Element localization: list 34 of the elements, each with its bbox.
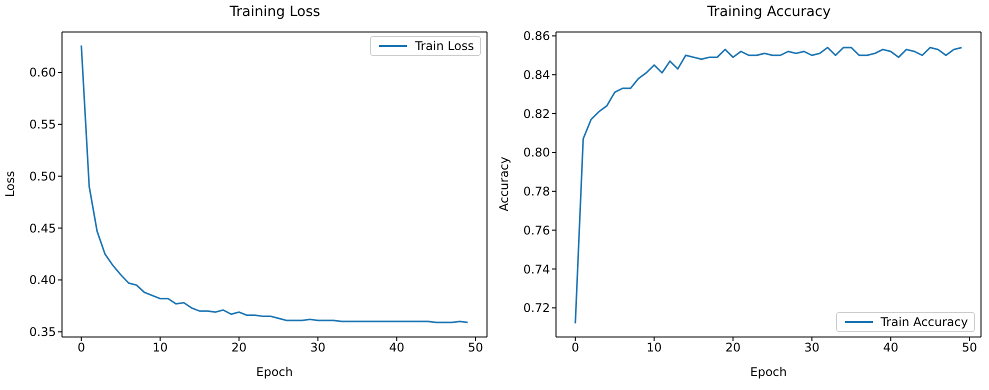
- y-tick-label: 0.35: [29, 325, 56, 340]
- y-tick-label: 0.78: [523, 184, 550, 199]
- x-tick-label: 40: [883, 340, 898, 355]
- y-tick-label: 0.82: [523, 106, 550, 121]
- y-axis-title: Accuracy: [497, 156, 511, 212]
- y-tick-label: 0.80: [523, 146, 550, 160]
- y-tick-label: 0.72: [523, 301, 550, 316]
- x-tick-label: 50: [468, 340, 484, 355]
- y-tick-label: 0.55: [29, 118, 56, 132]
- y-tick-label: 0.86: [523, 29, 550, 44]
- x-tick-label: 0: [78, 340, 86, 355]
- y-tick-label: 0.40: [29, 273, 56, 288]
- x-tick-label: 20: [231, 340, 247, 355]
- legend-label: Train Accuracy: [880, 315, 968, 329]
- y-tick-label: 0.50: [29, 169, 56, 184]
- x-tick-label: 10: [152, 340, 168, 355]
- x-tick-label: 20: [725, 340, 741, 355]
- x-axis-title: Epoch: [750, 365, 787, 379]
- chart-title: Training Loss: [228, 4, 322, 20]
- x-axis-title: Epoch: [256, 365, 293, 379]
- y-tick-label: 0.45: [29, 221, 56, 236]
- x-tick-label: 30: [310, 340, 326, 355]
- x-tick-label: 40: [389, 340, 404, 355]
- y-tick-label: 0.76: [523, 223, 550, 238]
- x-tick-label: 30: [804, 340, 820, 355]
- legend-label: Train Loss: [415, 39, 474, 53]
- x-tick-label: 50: [962, 340, 978, 355]
- chart-title: Training Accuracy: [706, 4, 832, 20]
- y-tick-label: 0.60: [29, 66, 56, 80]
- y-tick-label: 0.74: [523, 262, 550, 276]
- x-tick-label: 0: [572, 340, 580, 355]
- y-axis-title: Loss: [3, 170, 17, 198]
- y-tick-label: 0.84: [523, 68, 550, 82]
- x-tick-label: 10: [646, 340, 662, 355]
